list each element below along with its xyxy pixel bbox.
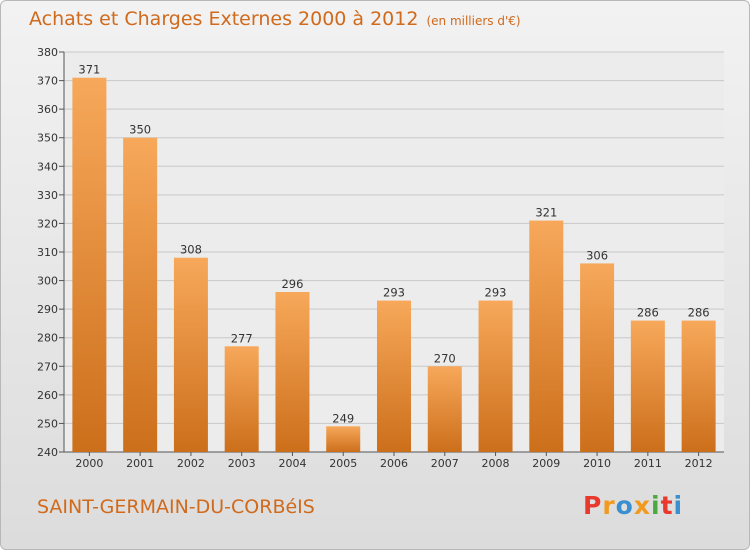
logo-letter: i — [651, 491, 661, 520]
bar — [224, 346, 259, 452]
y-tick-label: 300 — [37, 275, 58, 288]
bar — [326, 426, 361, 452]
bar-value-label: 371 — [78, 63, 100, 77]
bar — [681, 320, 716, 452]
x-tick-label: 2009 — [532, 457, 560, 470]
x-tick-label: 2005 — [329, 457, 357, 470]
bar-value-label: 306 — [586, 248, 608, 262]
bar-value-label: 249 — [332, 411, 354, 425]
bar — [427, 366, 462, 452]
bar-value-label: 321 — [535, 206, 557, 220]
bar-value-label: 350 — [129, 123, 151, 137]
y-tick-label: 280 — [37, 332, 58, 345]
bar-value-label: 277 — [231, 331, 253, 345]
bar-value-label: 286 — [637, 306, 659, 320]
x-tick-label: 2006 — [380, 457, 408, 470]
y-tick-label: 310 — [37, 246, 58, 259]
bar — [275, 292, 310, 452]
y-tick-label: 290 — [37, 303, 58, 316]
x-tick-label: 2012 — [685, 457, 713, 470]
y-tick-label: 340 — [37, 160, 58, 173]
commune-name: SAINT-GERMAIN-DU-CORBéIS — [37, 496, 315, 518]
bar — [529, 220, 564, 452]
y-tick-label: 260 — [37, 389, 58, 402]
y-tick-label: 330 — [37, 189, 58, 202]
bar — [377, 300, 411, 452]
bar-value-label: 293 — [485, 286, 507, 300]
bar — [478, 300, 513, 452]
x-tick-label: 2003 — [228, 457, 256, 470]
bar — [173, 257, 208, 452]
bar-value-label: 296 — [281, 277, 303, 291]
chart-title-block: Achats et Charges Externes 2000 à 2012 (e… — [29, 8, 521, 30]
logo-letter: t — [660, 491, 674, 520]
x-tick-label: 2004 — [278, 457, 306, 470]
y-tick-label: 250 — [37, 417, 58, 430]
chart-title: Achats et Charges Externes 2000 à 2012 — [29, 8, 419, 30]
bar — [630, 320, 665, 452]
y-tick-label: 350 — [37, 132, 58, 145]
chart-subtitle: (en milliers d'€) — [426, 14, 521, 28]
y-tick-label: 380 — [37, 46, 58, 59]
x-tick-label: 2011 — [634, 457, 662, 470]
bar-value-label: 286 — [688, 306, 710, 320]
bar-value-label: 270 — [434, 351, 456, 365]
y-tick-label: 370 — [37, 75, 58, 88]
y-tick-label: 360 — [37, 103, 58, 116]
y-tick-label: 270 — [37, 360, 58, 373]
logo-letter: o — [615, 491, 634, 520]
bar-value-label: 308 — [180, 243, 202, 257]
bar — [123, 137, 158, 452]
x-tick-label: 2002 — [177, 457, 205, 470]
y-tick-label: 240 — [37, 446, 58, 459]
bar-value-label: 293 — [383, 286, 405, 300]
bars — [72, 77, 716, 452]
logo-letter: i — [673, 491, 684, 520]
x-tick-label: 2001 — [126, 457, 154, 470]
x-tick-label: 2008 — [482, 457, 510, 470]
proxiti-logo[interactable]: Proxiti — [583, 491, 683, 520]
y-tick-label: 320 — [37, 217, 58, 230]
labels: 240 250 260 270 280 290 300 310 320 330 340 350 360 3… — [37, 46, 713, 470]
x-tick-label: 2007 — [431, 457, 459, 470]
logo-letter: x — [633, 491, 651, 520]
logo-letter: P — [583, 491, 603, 520]
logo-letter: r — [602, 491, 616, 520]
bar — [72, 77, 107, 452]
x-tick-label: 2010 — [583, 457, 611, 470]
x-tick-label: 2000 — [75, 457, 103, 470]
bar — [580, 263, 615, 452]
